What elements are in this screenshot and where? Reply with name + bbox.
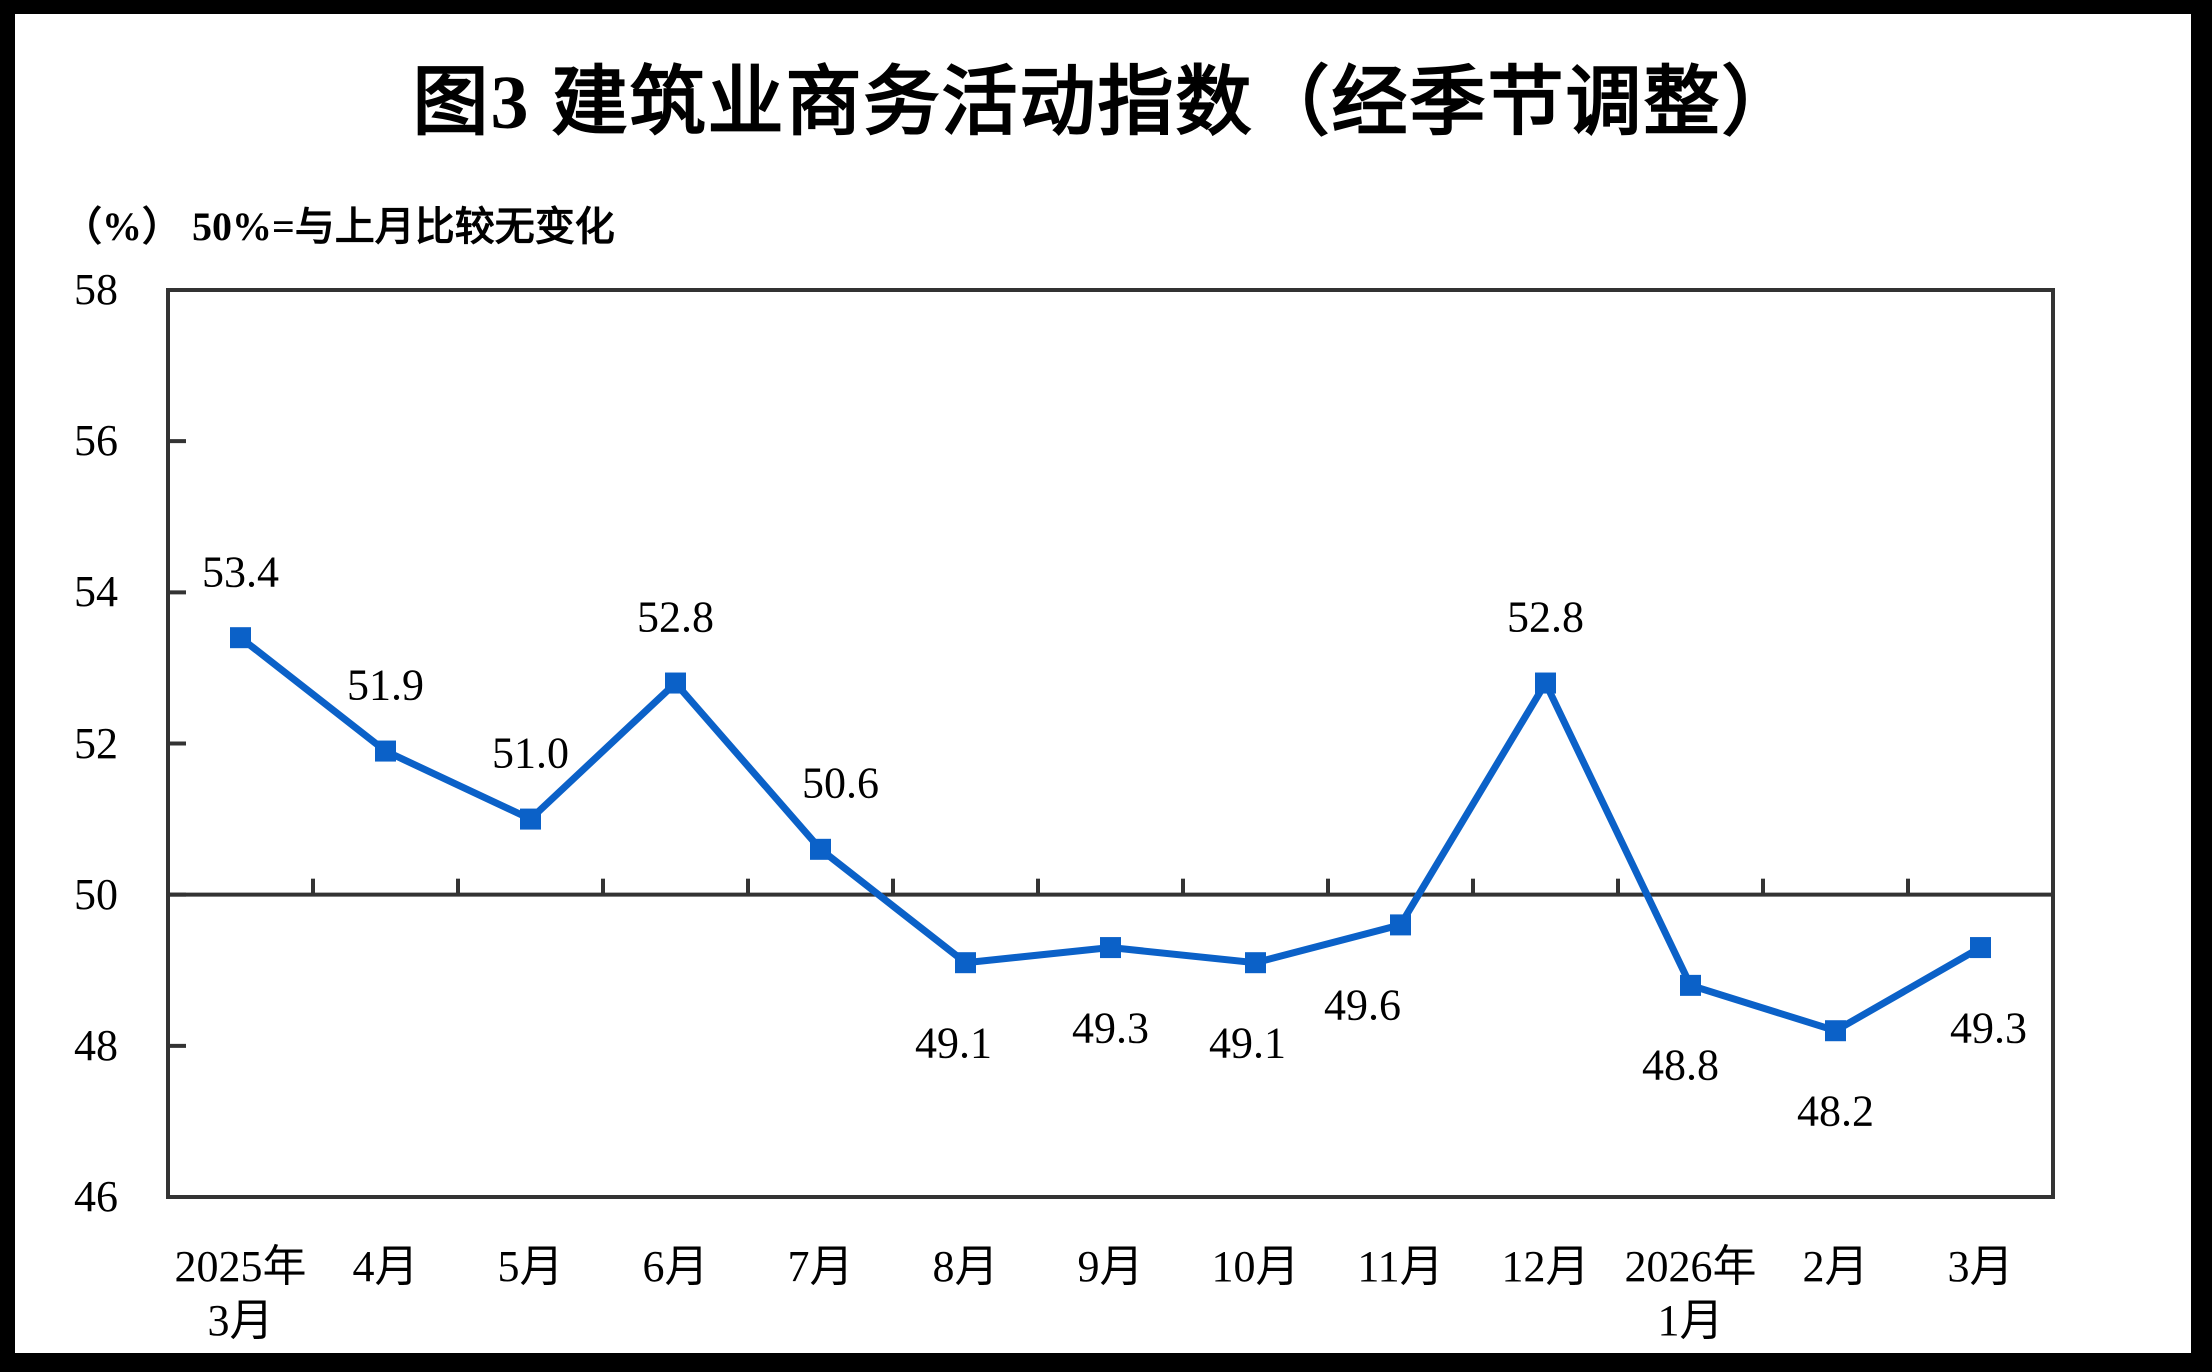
- data-point-marker: [955, 952, 976, 974]
- x-axis-label: 6月: [642, 1242, 709, 1291]
- x-axis-label: 11月: [1357, 1242, 1444, 1291]
- data-point-marker: [520, 808, 541, 830]
- data-label: 52.8: [1507, 592, 1584, 642]
- data-point-marker: [375, 740, 396, 762]
- x-axis-label: 4月: [352, 1242, 419, 1291]
- x-axis-label: 3月: [1947, 1242, 2014, 1291]
- data-point-marker: [1390, 914, 1411, 936]
- x-axis-label: 9月: [1077, 1242, 1144, 1291]
- x-axis-label: 2月: [1802, 1242, 1869, 1291]
- data-point-marker: [230, 627, 251, 649]
- x-axis-label: 2025年: [174, 1242, 307, 1291]
- x-axis-label: 7月: [787, 1242, 854, 1291]
- axis-unit-note: （%） 50%=与上月比较无变化: [62, 204, 615, 249]
- y-axis-label: 54: [74, 567, 118, 617]
- y-axis-label: 56: [74, 416, 118, 466]
- y-axis-label: 58: [74, 265, 118, 314]
- data-point-marker: [1970, 937, 1991, 959]
- data-label: 50.6: [802, 758, 879, 808]
- data-point-marker: [1535, 672, 1556, 694]
- data-label: 51.9: [347, 660, 424, 710]
- x-axis-label: 2026年: [1624, 1242, 1757, 1291]
- data-label: 49.6: [1324, 980, 1401, 1030]
- data-point-marker: [1245, 952, 1266, 974]
- x-axis-label: 8月: [932, 1242, 999, 1291]
- y-axis-label: 48: [74, 1020, 118, 1070]
- x-axis-label: 10月: [1211, 1242, 1300, 1291]
- chart-background: [15, 14, 2191, 1353]
- x-axis-label: 5月: [497, 1242, 564, 1291]
- data-label: 52.8: [637, 592, 714, 642]
- x-axis-label: 12月: [1501, 1242, 1590, 1291]
- data-label: 48.2: [1797, 1086, 1874, 1136]
- data-label: 49.1: [915, 1018, 992, 1068]
- data-point-marker: [1680, 974, 1701, 996]
- data-label: 51.0: [492, 728, 569, 778]
- y-axis-label: 50: [74, 869, 118, 919]
- x-axis-label: 1月: [1657, 1296, 1724, 1345]
- data-label: 49.3: [1950, 1003, 2027, 1053]
- data-label: 48.8: [1642, 1040, 1719, 1090]
- data-point-marker: [810, 838, 831, 860]
- data-point-marker: [1100, 937, 1121, 959]
- data-label: 49.1: [1209, 1018, 1286, 1068]
- chart-title: 图3 建筑业商务活动指数（经季节调整）: [412, 61, 1800, 145]
- data-label: 49.3: [1072, 1003, 1149, 1053]
- data-point-marker: [665, 672, 686, 694]
- y-axis-label: 52: [74, 718, 118, 768]
- data-label: 53.4: [202, 547, 279, 597]
- y-axis-label: 46: [74, 1172, 118, 1221]
- data-point-marker: [1825, 1020, 1846, 1042]
- x-axis-label: 3月: [207, 1296, 274, 1345]
